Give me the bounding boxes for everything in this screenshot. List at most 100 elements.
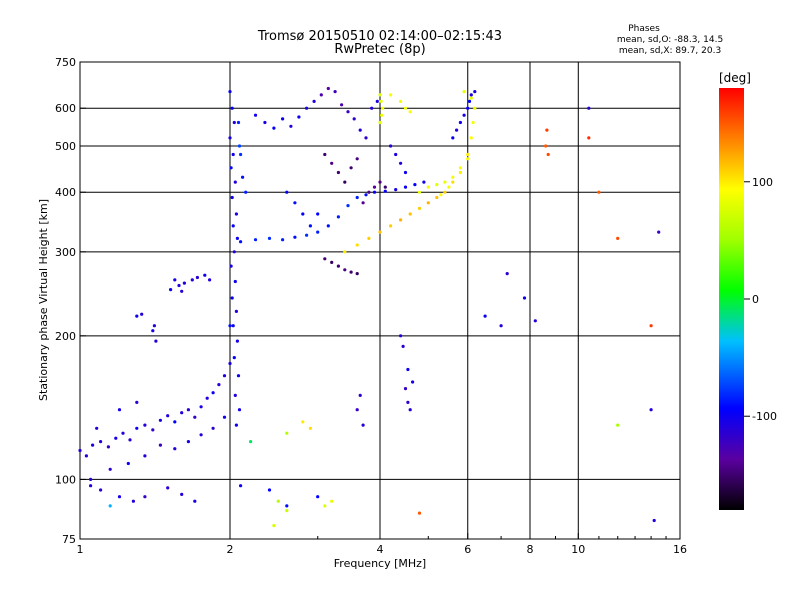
axis-ticks: 1 2 4 6 8 10 16 75 100 200 300 400 500 600 750 xyxy=(55,56,687,556)
data-point xyxy=(169,288,173,292)
data-point xyxy=(399,218,403,222)
data-point xyxy=(361,201,365,205)
data-point xyxy=(173,278,177,282)
data-point xyxy=(381,106,385,110)
data-point xyxy=(406,367,410,372)
data-point xyxy=(413,183,417,187)
data-point xyxy=(435,195,439,200)
data-point xyxy=(211,391,215,395)
y-tick-label: 600 xyxy=(55,102,76,115)
data-point xyxy=(95,426,99,430)
data-point xyxy=(443,180,447,184)
data-point xyxy=(232,356,236,360)
data-point xyxy=(135,400,139,404)
data-point xyxy=(166,486,170,490)
data-point xyxy=(458,120,462,125)
data-point xyxy=(233,180,237,184)
data-point xyxy=(140,312,144,316)
data-point xyxy=(293,201,297,205)
data-point xyxy=(403,106,408,110)
data-point xyxy=(190,278,194,282)
data-point xyxy=(652,518,656,523)
data-point xyxy=(343,250,347,254)
data-point xyxy=(462,113,466,117)
data-point xyxy=(379,99,383,103)
data-point xyxy=(236,120,241,125)
data-point xyxy=(408,212,412,216)
colorbar-tick-label: 0 xyxy=(752,293,759,306)
data-point xyxy=(249,440,253,444)
data-point xyxy=(89,477,93,481)
data-point xyxy=(143,423,147,427)
data-point xyxy=(336,264,340,268)
data-point xyxy=(545,128,549,132)
data-point xyxy=(323,504,327,508)
data-point xyxy=(180,411,184,415)
data-point xyxy=(108,467,112,471)
data-point xyxy=(471,120,475,125)
data-point xyxy=(234,309,238,313)
data-point xyxy=(364,193,368,197)
data-point xyxy=(466,106,470,110)
data-point xyxy=(143,495,147,499)
data-point xyxy=(403,185,408,189)
data-point xyxy=(272,524,276,528)
data-point xyxy=(205,396,209,400)
data-point xyxy=(367,190,371,194)
data-point xyxy=(349,166,353,170)
data-point xyxy=(151,428,155,432)
data-point xyxy=(587,106,591,110)
data-point xyxy=(180,289,184,293)
data-point xyxy=(417,511,422,515)
data-point xyxy=(308,224,312,228)
data-point xyxy=(399,334,403,338)
data-point xyxy=(443,190,447,194)
data-point xyxy=(117,495,122,499)
y-tick-label: 400 xyxy=(55,186,76,199)
data-point xyxy=(217,383,221,387)
data-point xyxy=(340,103,344,107)
data-point xyxy=(234,212,238,216)
data-point xyxy=(222,415,227,419)
data-point xyxy=(466,157,470,161)
data-point xyxy=(483,314,487,318)
stats-o-line: mean, sd,O: -88.3, 14.5 xyxy=(617,35,723,45)
data-point xyxy=(389,144,393,148)
data-point xyxy=(235,236,239,240)
data-point xyxy=(305,106,309,110)
data-point xyxy=(276,499,280,503)
data-point xyxy=(312,99,316,103)
data-point xyxy=(180,492,184,496)
data-point xyxy=(293,235,297,239)
data-point xyxy=(372,190,377,194)
data-point xyxy=(439,193,443,197)
data-point xyxy=(211,426,215,430)
data-point xyxy=(241,175,245,179)
stats-x-line: mean, sd,X: 89.7, 20.3 xyxy=(619,46,721,56)
data-point xyxy=(244,190,248,194)
data-point xyxy=(343,180,347,184)
x-tick-label: 10 xyxy=(571,543,585,556)
data-point xyxy=(346,204,350,208)
colorbar-tick-label: 100 xyxy=(752,176,773,189)
data-point xyxy=(297,115,301,119)
data-point xyxy=(422,180,426,184)
data-point xyxy=(263,120,267,125)
data-point xyxy=(106,445,110,449)
data-point xyxy=(237,144,242,148)
data-point xyxy=(195,275,199,280)
data-point xyxy=(326,86,330,91)
data-point xyxy=(408,110,412,114)
data-point xyxy=(587,136,591,140)
data-point xyxy=(466,152,470,157)
y-tick-label: 500 xyxy=(55,140,76,153)
data-point xyxy=(657,230,661,234)
data-point xyxy=(193,415,197,419)
data-point xyxy=(383,185,387,189)
x-tick-label: 2 xyxy=(227,543,234,556)
data-point xyxy=(349,270,353,274)
data-point xyxy=(253,113,258,117)
data-point xyxy=(380,113,384,117)
data-point xyxy=(232,250,236,254)
data-point xyxy=(403,170,408,175)
